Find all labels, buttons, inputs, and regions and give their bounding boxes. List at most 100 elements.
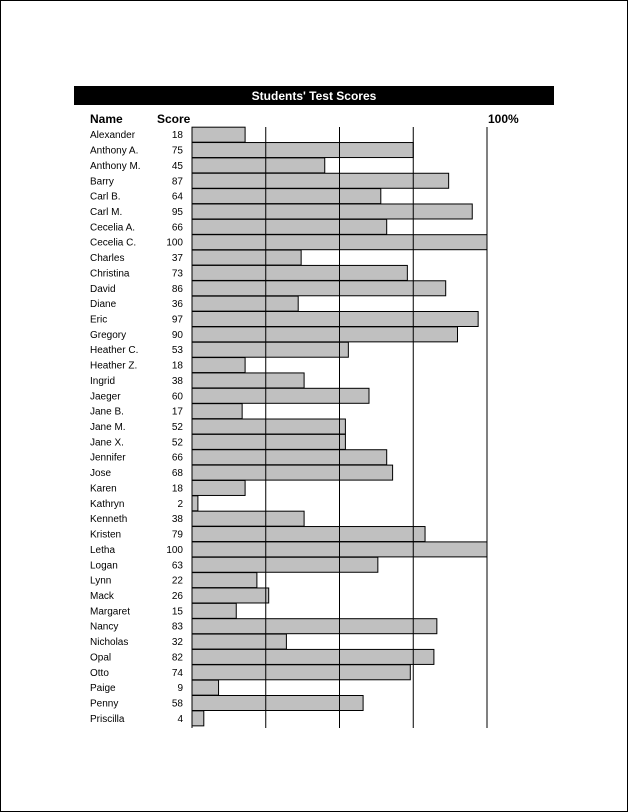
student-name-label: Cecelia C.: [90, 238, 136, 249]
score-value-label: 66: [172, 222, 184, 233]
score-value-label: 18: [172, 361, 184, 372]
student-name-label: Mack: [90, 591, 115, 602]
student-name-label: Cecelia A.: [90, 222, 135, 233]
score-value-label: 38: [172, 376, 184, 387]
student-name-label: Jose: [90, 468, 112, 479]
bar: [191, 633, 287, 650]
score-value-label: 66: [172, 453, 184, 464]
score-value-label: 82: [172, 652, 184, 663]
student-name-label: Ingrid: [90, 376, 115, 387]
bar: [191, 249, 302, 266]
student-name-label: Nicholas: [90, 637, 128, 648]
score-value-label: 17: [172, 407, 184, 418]
student-name-label: Carl M.: [90, 207, 122, 218]
student-name-label: Jaeger: [90, 391, 121, 402]
bar: [191, 142, 414, 159]
student-name-label: Otto: [90, 668, 109, 679]
student-name-label: Christina: [90, 268, 130, 279]
bar: [191, 326, 458, 343]
bar: [191, 264, 408, 281]
score-value-label: 9: [177, 683, 183, 694]
max-percent-label: 100%: [488, 112, 519, 126]
student-name-label: Heather C.: [90, 345, 138, 356]
score-value-label: 18: [172, 483, 184, 494]
bar: [191, 587, 270, 604]
student-name-label: Logan: [90, 560, 118, 571]
student-name-label: Gregory: [90, 330, 126, 341]
bar: [191, 387, 370, 404]
bar: [191, 556, 379, 573]
score-value-label: 75: [172, 146, 184, 157]
student-name-label: Jane X.: [90, 437, 124, 448]
bar: [191, 710, 205, 727]
student-name-label: Penny: [90, 699, 118, 710]
student-name-label: Kristen: [90, 530, 121, 541]
student-name-label: Kenneth: [90, 514, 127, 525]
score-value-label: 95: [172, 207, 184, 218]
score-value-label: 79: [172, 530, 184, 541]
student-name-label: Barry: [90, 176, 114, 187]
student-name-label: Charles: [90, 253, 124, 264]
bar: [191, 280, 447, 297]
student-name-label: Nancy: [90, 622, 118, 633]
student-name-label: Anthony A.: [90, 146, 138, 157]
score-value-label: 15: [172, 606, 184, 617]
bar: [191, 203, 473, 220]
score-value-label: 18: [172, 130, 184, 141]
bar: [191, 510, 305, 527]
score-value-label: 38: [172, 514, 184, 525]
student-name-label: Alexander: [90, 130, 136, 141]
student-name-label: Margaret: [90, 606, 130, 617]
score-column-header: Score: [157, 112, 191, 126]
bar: [191, 418, 346, 435]
student-name-label: Letha: [90, 545, 115, 556]
bar: [191, 479, 246, 496]
score-value-label: 63: [172, 560, 184, 571]
bar: [191, 526, 426, 543]
bar: [191, 311, 479, 327]
score-value-label: 100: [166, 545, 183, 556]
score-value-label: 36: [172, 299, 184, 310]
bar: [191, 618, 438, 635]
student-name-label: Opal: [90, 652, 111, 663]
score-value-label: 37: [172, 253, 184, 264]
bar: [191, 218, 388, 235]
student-name-label: Karen: [90, 483, 117, 494]
score-value-label: 83: [172, 622, 184, 633]
score-value-label: 60: [172, 391, 184, 402]
bar: [191, 172, 450, 189]
bar: [191, 403, 243, 420]
score-value-label: 68: [172, 468, 184, 479]
bar: [191, 449, 388, 466]
score-value-label: 45: [172, 161, 184, 172]
chart-title: Students' Test Scores: [74, 86, 554, 105]
bar: [191, 188, 382, 205]
bar: [191, 433, 346, 450]
score-value-label: 53: [172, 345, 184, 356]
score-value-label: 97: [172, 315, 184, 326]
score-value-label: 52: [172, 422, 184, 433]
score-value-label: 52: [172, 437, 184, 448]
bar: [191, 572, 258, 589]
score-value-label: 26: [172, 591, 184, 602]
student-name-label: Jane M.: [90, 422, 126, 433]
score-value-label: 87: [172, 176, 184, 187]
student-name-label: Paige: [90, 683, 116, 694]
score-value-label: 22: [172, 576, 184, 587]
score-value-label: 90: [172, 330, 184, 341]
student-name-label: Eric: [90, 315, 107, 326]
bar: [191, 495, 199, 512]
student-name-label: Carl B.: [90, 192, 121, 203]
score-value-label: 100: [166, 238, 183, 249]
bar: [191, 602, 237, 619]
score-value-label: 2: [177, 499, 183, 510]
student-name-label: Jane B.: [90, 407, 124, 418]
bar: [191, 648, 435, 665]
bar: [191, 695, 364, 711]
bar: [191, 357, 246, 374]
student-name-label: David: [90, 284, 116, 295]
student-name-label: Kathryn: [90, 499, 124, 510]
score-value-label: 58: [172, 699, 184, 710]
bar: [191, 126, 246, 143]
